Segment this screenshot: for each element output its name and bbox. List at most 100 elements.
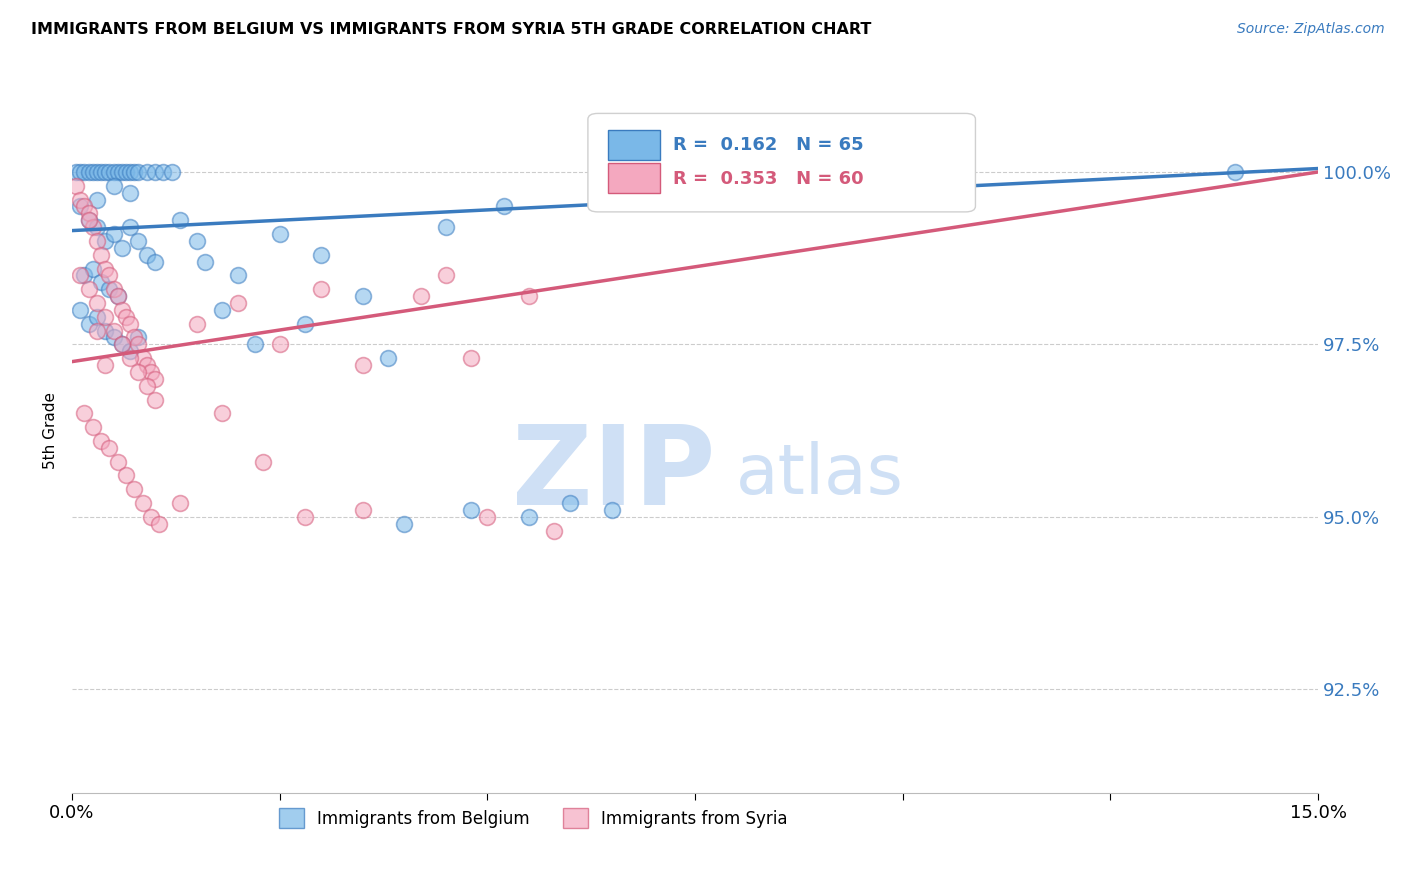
Point xyxy=(139,365,162,379)
Point xyxy=(115,468,138,483)
Point xyxy=(135,378,157,392)
Point xyxy=(73,199,96,213)
Point xyxy=(560,496,582,510)
Point xyxy=(98,282,121,296)
Point xyxy=(169,496,191,510)
Point xyxy=(94,310,117,324)
Text: R =  0.162   N = 65: R = 0.162 N = 65 xyxy=(672,136,863,154)
Point xyxy=(127,330,149,344)
Point xyxy=(107,165,129,179)
Point xyxy=(98,268,121,283)
Point xyxy=(131,496,153,510)
Point xyxy=(82,165,104,179)
Point xyxy=(73,165,96,179)
Point xyxy=(226,268,249,283)
Point xyxy=(120,351,142,366)
Point xyxy=(434,220,457,235)
Point xyxy=(103,330,125,344)
Point xyxy=(460,503,482,517)
Point xyxy=(94,165,117,179)
Point xyxy=(127,337,149,351)
Point xyxy=(98,165,121,179)
Point xyxy=(65,178,87,193)
Point xyxy=(120,165,142,179)
Point xyxy=(86,193,108,207)
Point xyxy=(120,186,142,200)
Point xyxy=(127,234,149,248)
Point xyxy=(73,268,96,283)
Point xyxy=(90,165,112,179)
Point xyxy=(269,227,291,241)
Point xyxy=(226,296,249,310)
Point xyxy=(309,282,332,296)
Point xyxy=(103,324,125,338)
Point xyxy=(477,509,499,524)
Point xyxy=(143,392,166,407)
FancyBboxPatch shape xyxy=(607,162,661,193)
Text: R =  0.353   N = 60: R = 0.353 N = 60 xyxy=(672,169,863,187)
Point xyxy=(82,420,104,434)
Point xyxy=(86,296,108,310)
Point xyxy=(186,317,208,331)
Point xyxy=(111,241,134,255)
Point xyxy=(103,178,125,193)
Point xyxy=(143,254,166,268)
Point xyxy=(135,165,157,179)
Text: atlas: atlas xyxy=(735,441,904,508)
Point xyxy=(124,165,146,179)
Point xyxy=(394,516,416,531)
Point xyxy=(115,310,138,324)
Point xyxy=(103,165,125,179)
FancyBboxPatch shape xyxy=(588,113,976,212)
Point xyxy=(127,165,149,179)
Point xyxy=(69,193,91,207)
Point xyxy=(409,289,432,303)
Point xyxy=(103,282,125,296)
Point xyxy=(492,199,515,213)
Point xyxy=(243,337,266,351)
Point xyxy=(352,289,374,303)
Point xyxy=(111,165,134,179)
Point xyxy=(69,302,91,317)
Text: ZIP: ZIP xyxy=(512,420,716,527)
Legend: Immigrants from Belgium, Immigrants from Syria: Immigrants from Belgium, Immigrants from… xyxy=(271,801,794,835)
Point xyxy=(69,268,91,283)
Point xyxy=(120,344,142,359)
Point xyxy=(186,234,208,248)
Point xyxy=(169,213,191,227)
Point xyxy=(211,406,233,420)
Point xyxy=(86,165,108,179)
Point xyxy=(194,254,217,268)
Point xyxy=(82,220,104,235)
Point xyxy=(94,261,117,276)
Point xyxy=(94,234,117,248)
Point xyxy=(543,524,565,538)
Point xyxy=(90,434,112,448)
Point xyxy=(107,455,129,469)
Y-axis label: 5th Grade: 5th Grade xyxy=(44,392,58,469)
Point xyxy=(111,302,134,317)
Point xyxy=(127,365,149,379)
Point xyxy=(77,317,100,331)
Point xyxy=(107,289,129,303)
FancyBboxPatch shape xyxy=(607,130,661,161)
Point xyxy=(98,441,121,455)
Point xyxy=(69,199,91,213)
Point xyxy=(77,213,100,227)
Point xyxy=(69,165,91,179)
Point xyxy=(517,289,540,303)
Point xyxy=(352,503,374,517)
Point xyxy=(211,302,233,317)
Point xyxy=(86,234,108,248)
Point xyxy=(434,268,457,283)
Point xyxy=(517,509,540,524)
Point xyxy=(120,220,142,235)
Point xyxy=(139,509,162,524)
Point xyxy=(148,516,170,531)
Point xyxy=(135,358,157,372)
Point xyxy=(86,310,108,324)
Point xyxy=(252,455,274,469)
Point xyxy=(352,358,374,372)
Text: Source: ZipAtlas.com: Source: ZipAtlas.com xyxy=(1237,22,1385,37)
Point xyxy=(377,351,399,366)
